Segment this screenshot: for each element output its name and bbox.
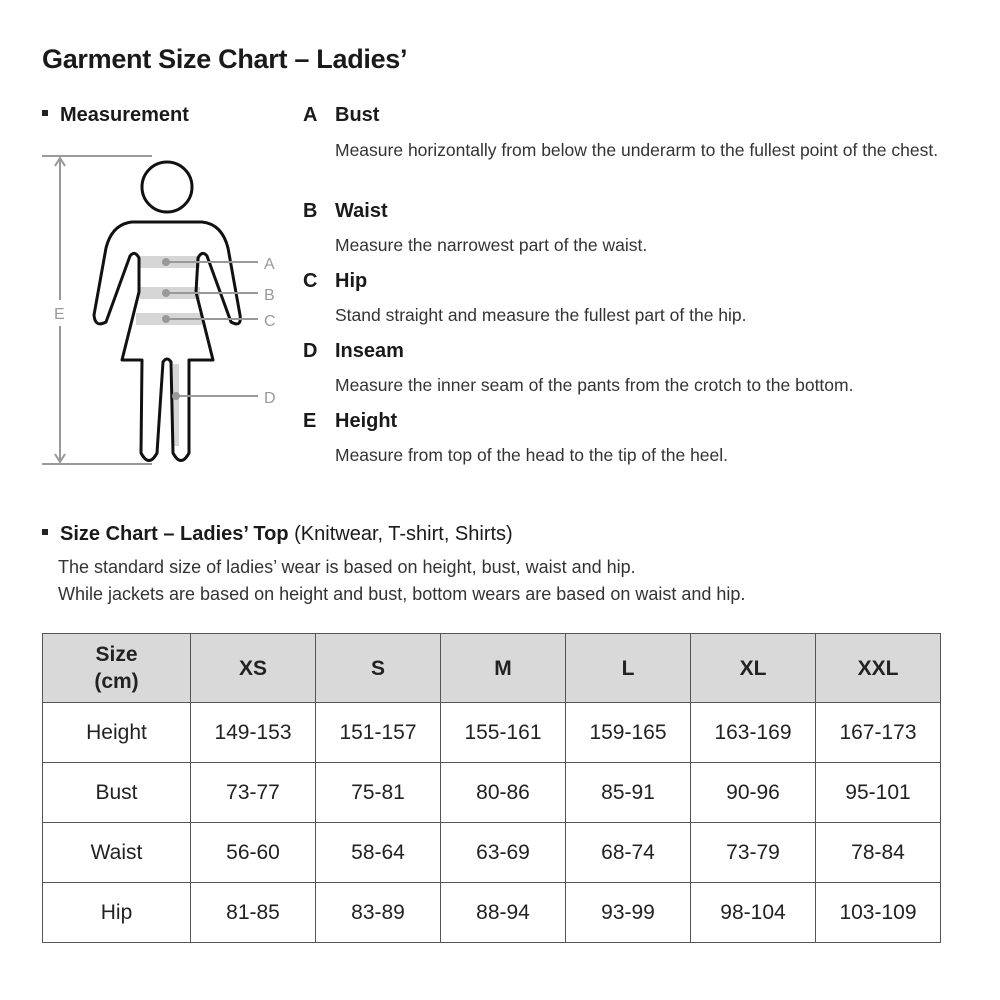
table-header-row: Size (cm) XS S M L XL XXL [42,633,941,703]
table-cell: 75-81 [315,762,441,823]
measurement-item-bust: A Bust [303,104,380,126]
figure-label-a: A [264,256,275,273]
measurement-desc-inseam: Measure the inner seam of the pants from… [335,375,854,395]
table-cell: 90-96 [690,762,816,823]
row-label: Hip [42,882,191,943]
bullet-icon [42,528,48,535]
measurement-item-inseam: D Inseam [303,340,404,362]
table-row: Height 149-153 151-157 155-161 159-165 163-16… [42,702,941,763]
table-cell: 80-86 [440,762,566,823]
bullet-icon [42,109,48,116]
table-cell: 56-60 [190,822,316,883]
table-cell: 58-64 [315,822,441,883]
table-cell: 93-99 [565,882,691,943]
size-header: M [440,633,566,703]
table-cell: 83-89 [315,882,441,943]
table-row: Waist 56-60 58-64 63-69 68-74 73-79 78-84 [42,822,941,883]
row-label: Bust [42,762,191,823]
size-header: XL [690,633,816,703]
measurement-heading: Measurement [42,104,189,127]
size-table: Size (cm) XS S M L XL XXL Height 149-153 15… [42,633,941,943]
table-row: Bust 73-77 75-81 80-86 85-91 90-96 95-101 [42,762,941,823]
row-label: Height [42,702,191,763]
table-cell: 78-84 [815,822,941,883]
measurement-desc-waist: Measure the narrowest part of the waist. [335,235,648,255]
table-cell: 149-153 [190,702,316,763]
measurement-desc-bust: Measure horizontally from below the unde… [335,140,939,160]
table-cell: 81-85 [190,882,316,943]
measurement-item-height: E Height [303,410,398,432]
table-cell: 159-165 [565,702,691,763]
size-header: XS [190,633,316,703]
table-cell: 68-74 [565,822,691,883]
figure-label-c: C [264,313,276,330]
size-chart-intro-1: The standard size of ladies’ wear is bas… [58,557,636,577]
size-header: L [565,633,691,703]
table-cell: 151-157 [315,702,441,763]
table-cell: 73-77 [190,762,316,823]
figure-label-d: D [264,390,276,407]
table-cell: 63-69 [440,822,566,883]
corner-header: Size (cm) [42,633,191,703]
figure-label-e: E [54,306,65,323]
table-row: Hip 81-85 83-89 88-94 93-99 98-104 103-109 [42,882,941,943]
measurement-desc-hip: Stand straight and measure the fullest p… [335,305,747,325]
figure-label-b: B [264,287,275,304]
size-chart-intro-2: While jackets are based on height and bu… [58,584,746,604]
measurement-item-waist: B Waist [303,200,388,222]
table-cell: 163-169 [690,702,816,763]
table-cell: 103-109 [815,882,941,943]
size-header: XXL [815,633,941,703]
table-cell: 88-94 [440,882,566,943]
measurement-item-hip: C Hip [303,270,368,292]
size-chart-heading: Size Chart – Ladies’ Top (Knitwear, T-sh… [42,523,513,546]
page-title: Garment Size Chart – Ladies’ [42,44,408,74]
table-cell: 167-173 [815,702,941,763]
body-measurement-figure: A B C D E [42,155,276,465]
table-cell: 85-91 [565,762,691,823]
table-cell: 73-79 [690,822,816,883]
measurement-desc-height: Measure from top of the head to the tip … [335,445,729,465]
table-cell: 95-101 [815,762,941,823]
table-cell: 98-104 [690,882,816,943]
table-cell: 155-161 [440,702,566,763]
row-label: Waist [42,822,191,883]
size-header: S [315,633,441,703]
